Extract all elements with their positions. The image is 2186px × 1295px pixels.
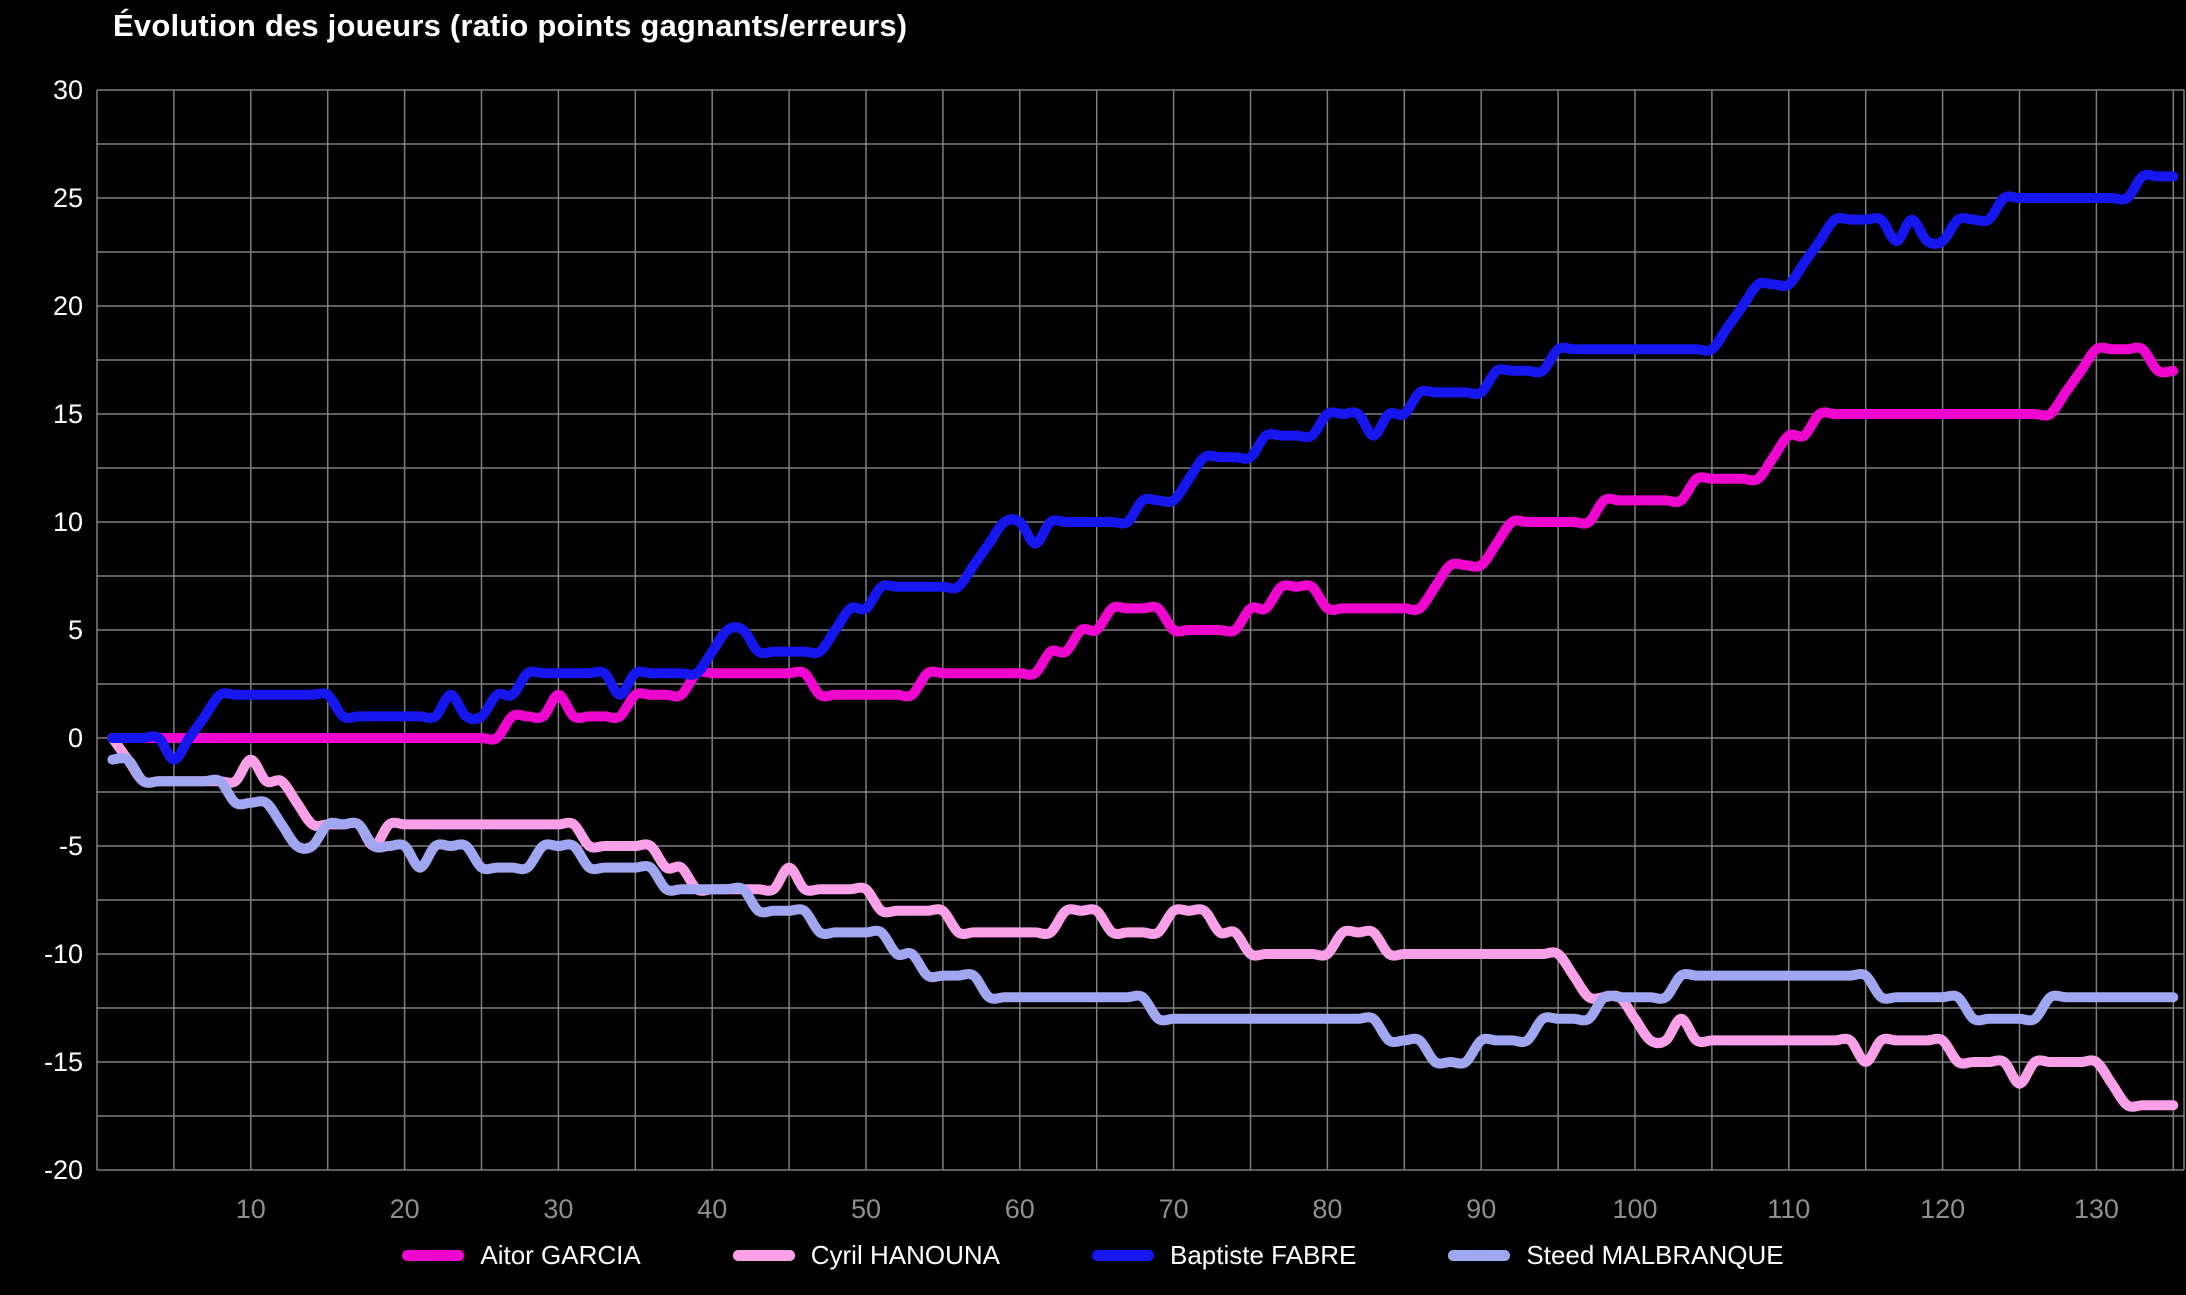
y-axis-tick-label: 15 <box>53 399 83 429</box>
y-axis-tick-label: -20 <box>44 1155 83 1185</box>
legend-swatch-icon <box>402 1250 465 1261</box>
x-axis-tick-label: 70 <box>1159 1194 1189 1224</box>
legend-label: Aitor GARCIA <box>480 1240 641 1270</box>
series-line-baptiste-fabre <box>107 169 2179 765</box>
x-axis-tick-label: 10 <box>236 1194 266 1224</box>
legend-item-baptiste-fabre[interactable]: Baptiste FABRE <box>1091 1240 1357 1271</box>
y-axis-tick-label: 10 <box>53 507 83 537</box>
x-axis-tick-label: 50 <box>851 1194 881 1224</box>
series-line-cyril-hanouna <box>107 733 2179 1112</box>
y-axis-tick-label: -5 <box>59 831 83 861</box>
x-axis-tick-label: 120 <box>1920 1194 1965 1224</box>
legend-label: Steed MALBRANQUE <box>1526 1240 1784 1270</box>
legend-label: Baptiste FABRE <box>1169 1240 1357 1270</box>
legend-item-cyril-hanouna[interactable]: Cyril HANOUNA <box>732 1240 1000 1271</box>
x-axis-tick-label: 60 <box>1005 1194 1035 1224</box>
x-axis-tick-label: 40 <box>697 1194 727 1224</box>
legend-label: Cyril HANOUNA <box>810 1240 1000 1270</box>
legend-item-aitor-garcia[interactable]: Aitor GARCIA <box>402 1240 641 1271</box>
x-axis-tick-label: 20 <box>390 1194 420 1224</box>
x-axis-tick-label: 90 <box>1466 1194 1496 1224</box>
series-line-steed-malbranque <box>107 753 2179 1069</box>
chart-title: Évolution des joueurs (ratio points gagn… <box>113 8 908 43</box>
y-axis-tick-label: 0 <box>68 723 83 753</box>
y-axis-tick-label: 30 <box>53 75 83 105</box>
series-line-aitor-garcia <box>107 342 2179 745</box>
chart-legend: Aitor GARCIA Cyril HANOUNA Baptiste FABRE S… <box>0 1240 2186 1271</box>
x-axis-tick-label: 130 <box>2074 1194 2119 1224</box>
y-axis-tick-label: 20 <box>53 291 83 321</box>
x-axis-tick-label: 80 <box>1312 1194 1342 1224</box>
x-axis-tick-label: 100 <box>1612 1194 1657 1224</box>
y-axis-tick-label: -10 <box>44 939 83 969</box>
y-axis-tick-label: 5 <box>68 615 83 645</box>
x-axis-tick-label: 30 <box>543 1194 573 1224</box>
legend-swatch-icon <box>1091 1250 1154 1261</box>
x-axis-tick-label: 110 <box>1767 1194 1810 1224</box>
legend-item-steed-malbranque[interactable]: Steed MALBRANQUE <box>1448 1240 1784 1271</box>
y-axis-tick-label: 25 <box>53 183 83 213</box>
y-axis-tick-label: -15 <box>44 1047 83 1077</box>
legend-swatch-icon <box>732 1250 795 1261</box>
legend-swatch-icon <box>1448 1250 1511 1261</box>
